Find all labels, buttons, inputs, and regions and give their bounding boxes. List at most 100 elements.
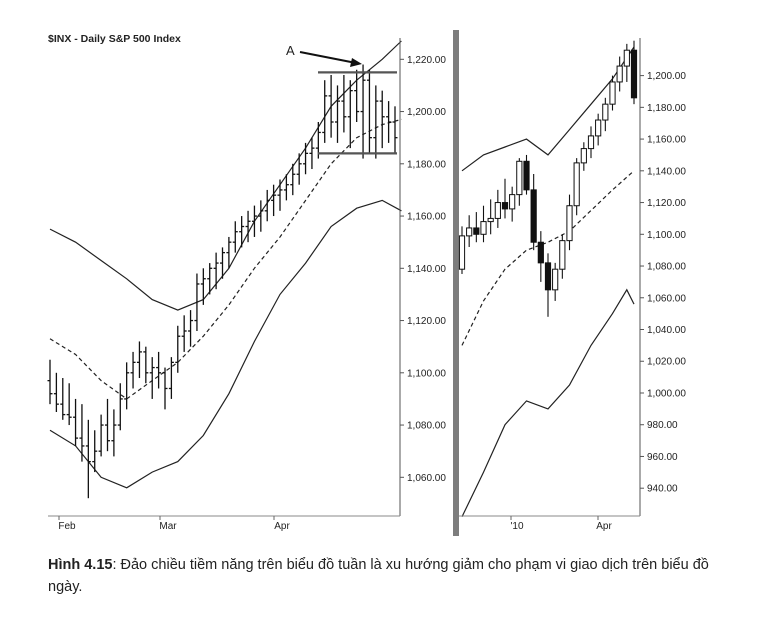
ohlc-bar — [392, 106, 398, 154]
y-tick-label: 1,100.00 — [407, 368, 446, 379]
y-tick-label: 940.00 — [647, 484, 678, 495]
candlestick — [559, 234, 566, 279]
y-tick-label: 1,180.00 — [407, 159, 446, 170]
ohlc-bar — [117, 383, 123, 431]
ohlc-bar — [79, 404, 85, 462]
ohlc-bar — [53, 372, 59, 412]
ohlc-bar — [188, 310, 194, 347]
x-tick-label: Apr — [274, 521, 290, 532]
ohlc-bar — [207, 263, 213, 295]
ohlc-bar — [200, 268, 206, 305]
daily-chart-panel: $INX - Daily S&P 500 Index A 1,220.00 1,2… — [47, 33, 446, 532]
ohlc-bar — [296, 153, 302, 185]
ohlc-bar — [73, 398, 79, 446]
y-tick-label: 1,040.00 — [647, 325, 686, 336]
ohlc-bar — [354, 69, 360, 122]
y-tick-label: 1,200.00 — [647, 71, 686, 82]
chart-title: $INX - Daily S&P 500 Index — [48, 33, 181, 45]
annotation-label: A — [286, 43, 295, 58]
ohlc-bar — [111, 409, 117, 457]
ohlc-bar — [226, 236, 232, 269]
right-moving-average — [461, 170, 635, 346]
candlestick — [523, 154, 530, 195]
y-tick-label: 1,120.00 — [647, 198, 686, 209]
ohlc-bar — [105, 398, 110, 452]
ohlc-bar — [232, 221, 238, 253]
candlestick — [630, 40, 638, 105]
ohlc-bar — [366, 69, 372, 154]
chart-figure: $INX - Daily S&P 500 Index A 1,220.00 1,2… — [47, 30, 687, 536]
ohlc-bar — [290, 163, 296, 196]
ohlc-bar — [47, 359, 53, 405]
y-tick-label: 1,120.00 — [407, 316, 446, 327]
annotation-arrow-head — [350, 58, 362, 67]
ohlc-bar — [277, 179, 283, 211]
candlestick — [509, 186, 516, 222]
x-tick-label: Feb — [58, 521, 76, 532]
y-tick-label: 1,200.00 — [407, 107, 446, 118]
left-lower-band — [49, 199, 402, 489]
x-tick-label: '10 — [510, 521, 523, 532]
ohlc-bar — [271, 184, 277, 217]
candlestick — [516, 158, 523, 206]
candlestick — [487, 199, 494, 235]
ohlc-bar — [66, 383, 72, 426]
ohlc-bar — [322, 80, 328, 143]
panel-divider — [453, 30, 459, 536]
candlestick — [494, 189, 501, 228]
candlestick — [552, 262, 559, 301]
ohlc-bar — [360, 64, 366, 159]
ohlc-bar — [303, 142, 309, 175]
y-tick-label: 1,020.00 — [647, 357, 686, 368]
ohlc-bar — [60, 378, 66, 420]
annotation-arrow-line — [299, 51, 357, 64]
left-moving-average — [49, 118, 402, 400]
ohlc-bar — [309, 137, 315, 170]
y-tick-label: 1,000.00 — [647, 388, 686, 399]
annotation-a: A — [286, 43, 362, 67]
ohlc-bar — [239, 216, 245, 248]
ohlc-bar — [251, 205, 257, 237]
figure-caption: Hình 4.15: Đảo chiều tiềm năng trên biểu… — [48, 554, 728, 598]
x-tick-label: Mar — [159, 521, 177, 532]
candlestick — [501, 178, 509, 219]
y-tick-label: 1,080.00 — [647, 262, 686, 273]
ohlc-bar — [136, 341, 142, 379]
y-tick-label: 1,180.00 — [647, 103, 686, 114]
ohlc-bar — [328, 74, 334, 138]
y-tick-label: 1,160.00 — [407, 212, 446, 223]
ohlc-bar — [245, 210, 251, 243]
y-tick-label: 1,140.00 — [647, 166, 686, 177]
ohlc-bar — [194, 273, 200, 331]
candlestick — [573, 158, 580, 216]
y-tick-label: 1,060.00 — [407, 473, 446, 484]
right-upper-band — [461, 46, 635, 172]
candlestick — [537, 231, 544, 282]
ohlc-bar — [85, 419, 91, 499]
ohlc-bar — [341, 74, 347, 133]
ohlc-bar — [149, 357, 155, 399]
ohlc-bar — [181, 315, 187, 352]
candlestick — [466, 215, 473, 247]
ohlc-bar — [258, 200, 264, 232]
y-tick-label: 960.00 — [647, 452, 678, 463]
ohlc-bar — [162, 367, 168, 410]
weekly-chart-panel: 1,200.00 1,180.00 1,160.00 1,140.00 1,120.00… — [458, 38, 686, 532]
y-tick-label: 1,080.00 — [407, 421, 446, 432]
y-tick-label: 1,100.00 — [647, 230, 686, 241]
ohlc-bar — [220, 247, 225, 279]
caption-text: : Đảo chiều tiềm năng trên biểu đồ tuần … — [48, 557, 709, 595]
ohlc-bar — [156, 351, 162, 389]
ohlc-bar — [264, 189, 270, 222]
caption-label: Hình 4.15 — [48, 557, 113, 573]
ohlc-bar — [175, 325, 181, 373]
ohlc-bar — [283, 174, 289, 201]
ohlc-bar — [124, 362, 130, 410]
ohlc-bar — [373, 85, 379, 159]
y-tick-label: 1,220.00 — [407, 55, 446, 66]
candlestick — [580, 142, 587, 171]
y-tick-label: 1,140.00 — [407, 264, 446, 275]
y-tick-label: 1,160.00 — [647, 135, 686, 146]
ohlc-bar — [143, 346, 149, 384]
x-tick-label: Apr — [596, 521, 612, 532]
